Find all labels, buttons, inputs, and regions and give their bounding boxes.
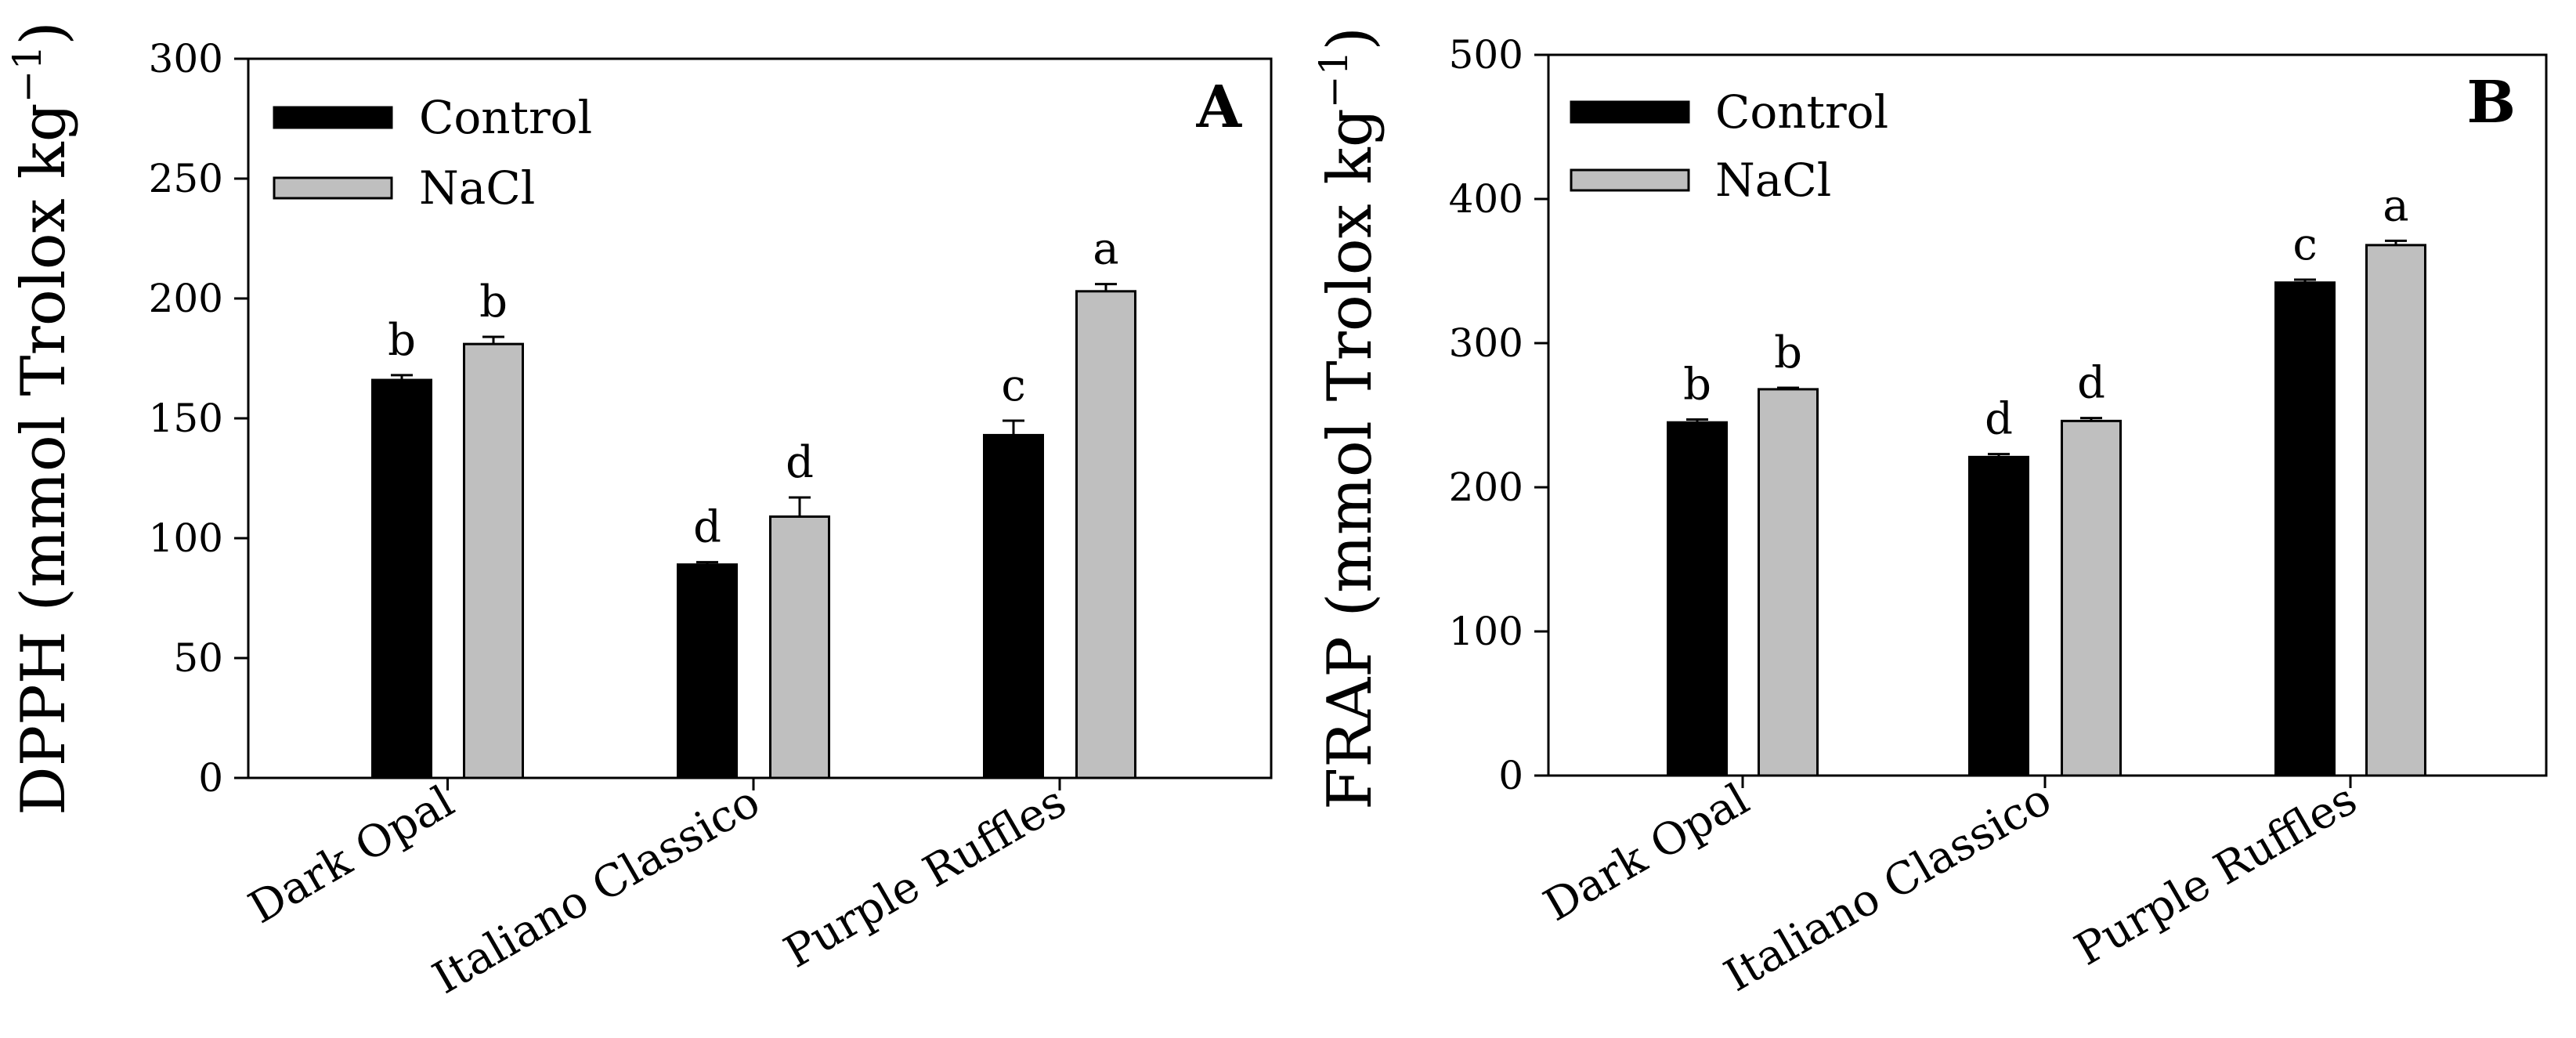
plot-frame <box>1547 53 2548 777</box>
legend-label-nacl: NaCl <box>419 161 535 215</box>
y-tick-label: 100 <box>1449 609 1523 654</box>
bar-nacl <box>463 342 524 779</box>
legend-swatch-control <box>1570 100 1690 124</box>
y-tick-label: 200 <box>149 276 223 321</box>
y-axis-title-superscript: −1 <box>5 45 50 103</box>
legend-swatch-control <box>273 106 393 129</box>
bar-nacl <box>769 515 830 779</box>
x-tick-label: Purple Ruffles <box>775 776 1075 978</box>
bar-nacl <box>1758 388 1819 777</box>
significance-letter: d <box>693 502 721 553</box>
bar-control <box>1667 421 1728 777</box>
legend-label-nacl: NaCl <box>1715 154 1831 207</box>
y-tick-label: 50 <box>173 635 223 681</box>
significance-letter: d <box>1985 394 2013 445</box>
panel-letter: A <box>1196 74 1243 141</box>
significance-letter: c <box>1001 360 1025 411</box>
y-tick-label: 200 <box>1449 465 1523 510</box>
x-tick-label: Dark Opal <box>240 776 463 934</box>
bar-control <box>2274 281 2336 777</box>
bar-nacl <box>2061 419 2122 777</box>
x-tick-label: Italiano Classico <box>425 776 768 1004</box>
bar-control <box>983 433 1044 779</box>
significance-letter: b <box>1683 360 1711 410</box>
legend-label-control: Control <box>1715 85 1888 139</box>
significance-letter: a <box>2383 180 2408 231</box>
significance-letter: d <box>786 437 814 488</box>
bar-control <box>677 563 738 779</box>
x-tick-label: Italiano Classico <box>1716 774 2060 1002</box>
significance-letter: d <box>2077 358 2105 409</box>
significance-letter: a <box>1093 224 1118 275</box>
legend: Control NaCl <box>1570 85 1888 207</box>
y-tick-label: 250 <box>149 156 223 201</box>
significance-letter: b <box>479 277 508 327</box>
bar-control <box>371 378 432 779</box>
panel-letter: B <box>2466 69 2516 136</box>
y-axis-title-main: FRAP (mmol Trolox kg <box>1315 108 1386 810</box>
legend: Control NaCl <box>273 91 592 215</box>
legend-swatch-nacl <box>1570 168 1690 192</box>
y-tick-label: 0 <box>198 755 223 801</box>
x-tick-label: Purple Ruffles <box>2066 774 2365 976</box>
y-tick-label: 300 <box>1449 320 1523 366</box>
y-tick-label: 300 <box>149 36 223 81</box>
significance-letter: c <box>2292 219 2317 270</box>
significance-letter: b <box>1774 327 1802 378</box>
y-tick-label: 100 <box>149 515 223 561</box>
y-axis-title-close: ) <box>1315 27 1386 50</box>
y-axis-title-main: DPPH (mmol Trolox kg <box>9 103 79 816</box>
legend-swatch-nacl <box>273 176 393 200</box>
y-axis-title-close: ) <box>9 21 79 45</box>
y-tick-label: 400 <box>1449 176 1523 222</box>
significance-letter: b <box>388 315 416 366</box>
bar-nacl <box>2365 244 2426 777</box>
y-tick-label: 0 <box>1498 753 1523 798</box>
y-tick-label: 500 <box>1449 32 1523 78</box>
y-tick-label: 150 <box>149 396 223 441</box>
bar-control <box>1968 455 2029 777</box>
y-axis-title: FRAP (mmol Trolox kg−1) <box>1311 27 1386 810</box>
y-axis-title-superscript: −1 <box>1311 51 1357 109</box>
bar-nacl <box>1075 290 1136 779</box>
legend-label-control: Control <box>419 91 592 144</box>
x-tick-label: Dark Opal <box>1535 774 1758 931</box>
y-axis-title: DPPH (mmol Trolox kg−1) <box>5 21 79 816</box>
